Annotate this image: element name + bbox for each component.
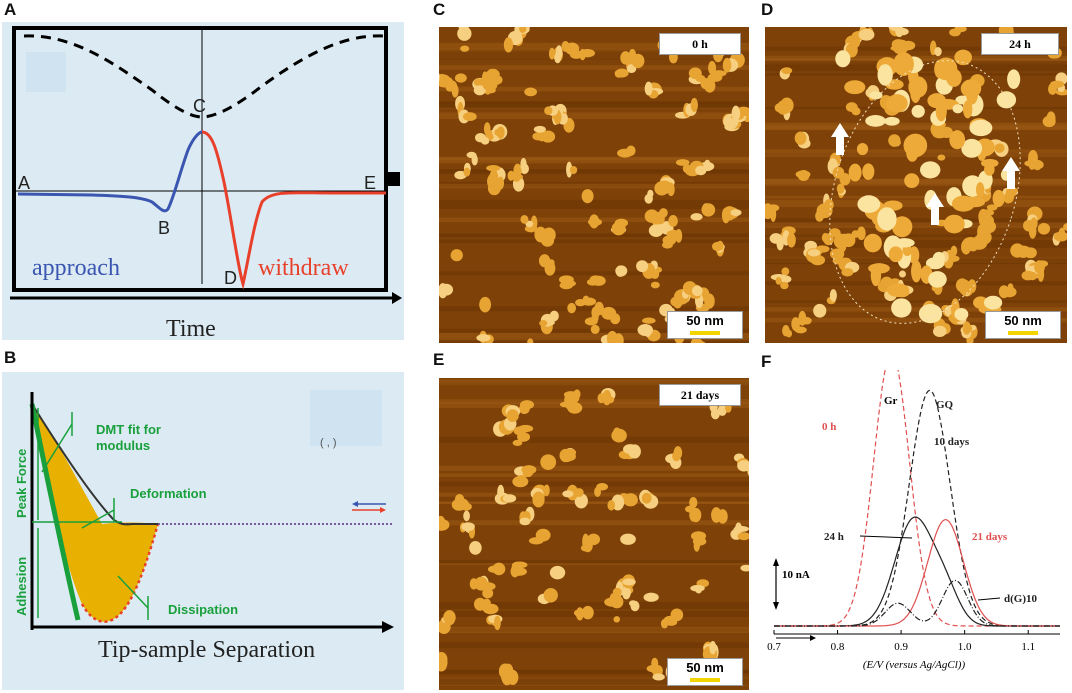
series-line-4 bbox=[774, 579, 1060, 627]
panel-label-e: E bbox=[433, 350, 445, 369]
x-axis-label: (E/V (versus Ag/AgCl)) bbox=[863, 659, 966, 671]
panel-label-c: C bbox=[433, 0, 446, 19]
point-label-b: B bbox=[158, 218, 170, 238]
deformation-label: Deformation bbox=[130, 486, 207, 501]
series-line-0 bbox=[774, 370, 1060, 627]
gq-label: GQ bbox=[936, 399, 954, 411]
arrow-icon bbox=[1002, 157, 1020, 189]
panel-b-x-label: Tip-sample Separation bbox=[98, 637, 315, 663]
withdraw-label: withdraw bbox=[258, 255, 349, 281]
afm-image-21days: 21 days 50 nm bbox=[439, 378, 749, 690]
arrow-icon bbox=[831, 123, 849, 155]
dmt-fit-label-1: DMT fit for bbox=[96, 422, 161, 437]
afm-image-0h: 0 h 50 nm bbox=[439, 27, 749, 343]
leader-line-24h bbox=[859, 535, 913, 539]
dissipation-label: Dissipation bbox=[168, 602, 238, 617]
series-line-2 bbox=[774, 516, 1060, 627]
scale-bar-e: 50 nm bbox=[667, 658, 743, 686]
time-label-24h: 24 h bbox=[981, 33, 1059, 55]
x-tick-label-2: 0.9 bbox=[894, 641, 908, 653]
x-tick-label-0: 0.7 bbox=[767, 641, 781, 653]
panel-label-f: F bbox=[761, 352, 772, 371]
panel-a-diagram: A B C D E approach withdraw Time bbox=[2, 22, 404, 340]
x-tick-label-4: 1.1 bbox=[1021, 641, 1035, 653]
series-line-3 bbox=[774, 518, 1060, 627]
panel-label-a: A bbox=[4, 0, 17, 19]
scale-bar-d: 50 nm bbox=[985, 311, 1061, 339]
arrow-icon bbox=[773, 602, 779, 610]
scale-bar-c: 50 nm bbox=[667, 311, 743, 339]
svg-text:( , ): ( , ) bbox=[320, 437, 337, 449]
time-label-0h: 0 h bbox=[659, 33, 741, 55]
voltammogram-chart: 0.7 0.8 0.9 1.0 1.1 (E/V (versus Ag/AgCl)) 10 … bbox=[767, 370, 1060, 671]
arrow-icon bbox=[810, 635, 816, 641]
series-label-24h: 24 h bbox=[824, 531, 844, 543]
panel-a-x-label: Time bbox=[166, 316, 216, 340]
leader-line-dg10 bbox=[977, 597, 1001, 601]
arrow-icon bbox=[773, 558, 779, 566]
arrow-icon bbox=[926, 193, 944, 225]
series-label-21days: 21 days bbox=[972, 531, 1008, 543]
gr-label: Gr bbox=[884, 395, 898, 407]
series-label-10days: 10 days bbox=[934, 436, 970, 448]
dmt-fit-label-2: modulus bbox=[96, 438, 150, 453]
y-scale-label: 10 nA bbox=[782, 569, 810, 581]
dg10-label: d(G)10 bbox=[1004, 593, 1038, 605]
afm-image-24h: 24 h 50 nm bbox=[765, 27, 1067, 343]
approach-label: approach bbox=[32, 255, 120, 281]
point-label-c: C bbox=[193, 96, 206, 116]
x-tick-label-3: 1.0 bbox=[958, 641, 972, 653]
time-label-21days: 21 days bbox=[659, 384, 741, 406]
panel-label-b: B bbox=[4, 348, 17, 367]
point-label-d: D bbox=[224, 268, 237, 288]
series-label-0h: 0 h bbox=[822, 421, 836, 433]
series-line-1 bbox=[774, 389, 1060, 627]
adhesion-label: Adhesion bbox=[14, 557, 29, 616]
x-tick-label-1: 0.8 bbox=[831, 641, 845, 653]
panel-label-d: D bbox=[761, 0, 774, 19]
point-label-a: A bbox=[18, 173, 30, 193]
point-label-e: E bbox=[364, 173, 376, 193]
panel-b-diagram: ( , ) DMT fit for modulus Deformation Di… bbox=[2, 372, 404, 690]
peak-force-label: Peak Force bbox=[14, 449, 29, 518]
